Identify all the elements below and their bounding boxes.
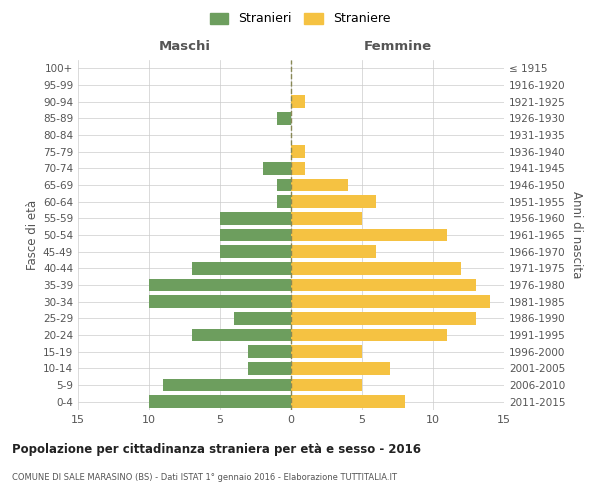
Bar [291, 196, 376, 208]
Y-axis label: Fasce di età: Fasce di età [26, 200, 39, 270]
Text: Maschi: Maschi [158, 40, 211, 54]
Bar [163, 379, 291, 391]
Legend: Stranieri, Straniere: Stranieri, Straniere [206, 8, 394, 29]
Bar [291, 229, 447, 241]
Bar [291, 296, 490, 308]
Bar [149, 396, 291, 408]
Bar [220, 229, 291, 241]
Text: COMUNE DI SALE MARASINO (BS) - Dati ISTAT 1° gennaio 2016 - Elaborazione TUTTITA: COMUNE DI SALE MARASINO (BS) - Dati ISTA… [12, 472, 397, 482]
Bar [277, 196, 291, 208]
Bar [291, 262, 461, 274]
Y-axis label: Anni di nascita: Anni di nascita [570, 192, 583, 278]
Bar [291, 396, 404, 408]
Bar [220, 246, 291, 258]
Bar [291, 279, 476, 291]
Bar [149, 279, 291, 291]
Bar [234, 312, 291, 324]
Bar [191, 262, 291, 274]
Bar [291, 329, 447, 341]
Text: Popolazione per cittadinanza straniera per età e sesso - 2016: Popolazione per cittadinanza straniera p… [12, 442, 421, 456]
Bar [220, 212, 291, 224]
Bar [291, 212, 362, 224]
Bar [277, 179, 291, 192]
Bar [291, 362, 391, 374]
Bar [291, 162, 305, 174]
Text: Femmine: Femmine [364, 40, 431, 54]
Bar [263, 162, 291, 174]
Bar [291, 246, 376, 258]
Bar [291, 179, 348, 192]
Bar [191, 329, 291, 341]
Bar [248, 346, 291, 358]
Bar [291, 96, 305, 108]
Bar [277, 112, 291, 124]
Bar [291, 346, 362, 358]
Bar [248, 362, 291, 374]
Bar [149, 296, 291, 308]
Bar [291, 146, 305, 158]
Bar [291, 379, 362, 391]
Bar [291, 312, 476, 324]
